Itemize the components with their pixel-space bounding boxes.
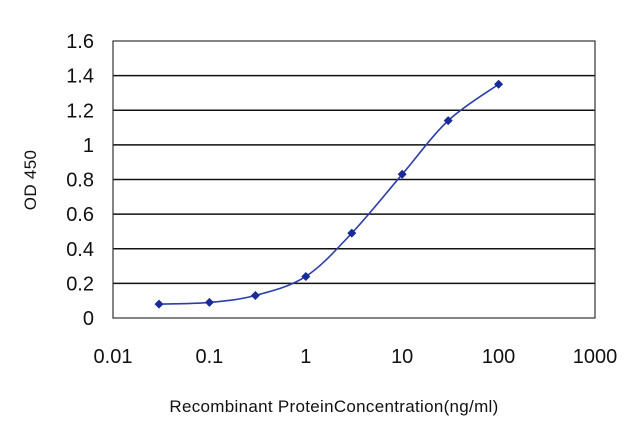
- y-tick-label: 1.4: [66, 66, 94, 88]
- data-point-6: [397, 169, 407, 179]
- y-tick-label: 0.2: [66, 273, 94, 295]
- x-axis-label: Recombinant ProteinConcentration(ng/ml): [169, 397, 498, 416]
- x-tick-label: 0.01: [94, 346, 133, 368]
- plot-area-frame: [112, 40, 596, 319]
- x-axis-tick-labels: 0.01 0.1 1 10 100 1000: [94, 346, 618, 368]
- data-point-5: [347, 228, 357, 238]
- y-tick-label: 0.8: [66, 170, 94, 192]
- x-tick-label: 100: [482, 346, 515, 368]
- data-point-3: [250, 290, 260, 300]
- data-point-7: [443, 116, 453, 126]
- x-tick-label: 1000: [573, 346, 618, 368]
- data-point-1: [154, 299, 164, 309]
- data-point-8: [494, 79, 504, 89]
- y-tick-label: 1.2: [66, 100, 94, 122]
- data-series: [154, 79, 504, 309]
- gridlines: [113, 74, 595, 285]
- y-tick-label: 0.6: [66, 204, 94, 226]
- data-point-4: [301, 271, 311, 281]
- y-tick-label: 0: [83, 308, 94, 330]
- x-tick-label: 0.1: [195, 346, 223, 368]
- x-tick-label: 1: [300, 346, 311, 368]
- data-point-2: [204, 297, 214, 307]
- y-axis-tick-labels: 0 0.2 0.4 0.6 0.8 1 1.2 1.4 1.6: [66, 31, 94, 330]
- y-axis-label: OD 450: [21, 150, 40, 210]
- y-tick-label: 1: [83, 135, 94, 157]
- x-tick-label: 10: [391, 346, 413, 368]
- series-line: [158, 83, 500, 305]
- y-tick-label: 1.6: [66, 31, 94, 53]
- y-tick-label: 0.4: [66, 239, 94, 261]
